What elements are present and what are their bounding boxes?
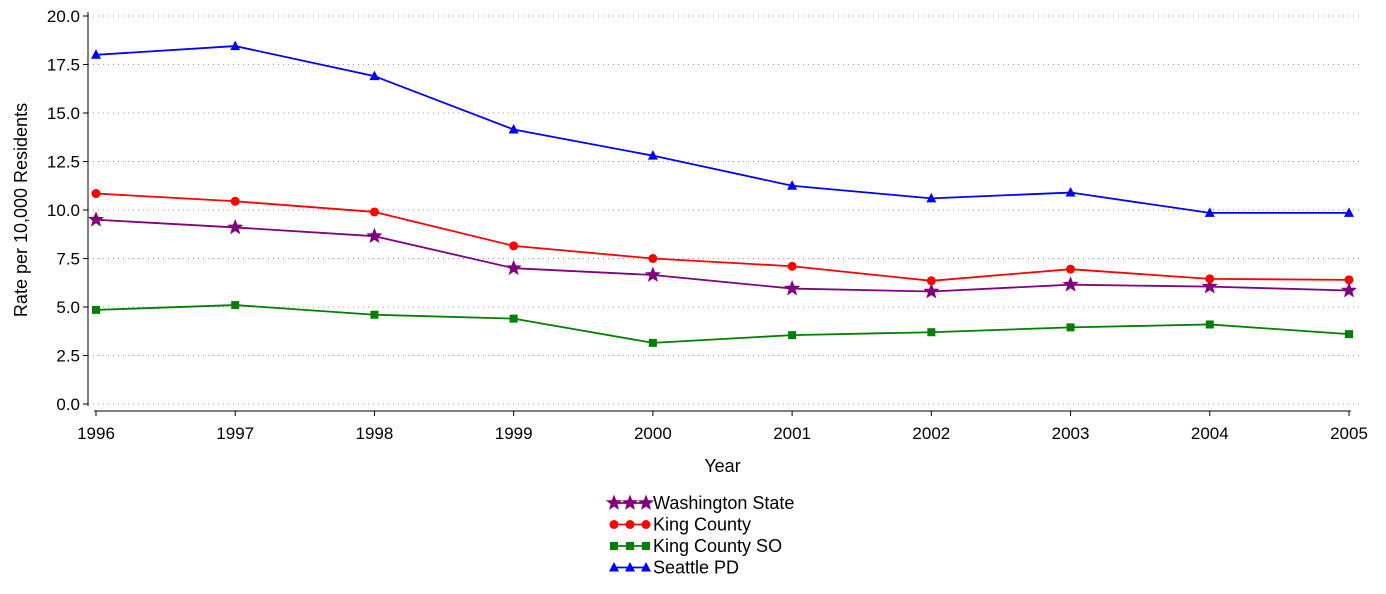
legend-marker bbox=[625, 562, 635, 572]
data-point-king-county bbox=[1344, 275, 1354, 285]
x-tick-label: 2000 bbox=[634, 424, 672, 443]
data-point-king-county-so bbox=[370, 310, 379, 319]
data-point-king-county bbox=[926, 276, 936, 286]
x-tick-label: 1998 bbox=[356, 424, 394, 443]
y-axis-title: Rate per 10,000 Residents bbox=[11, 103, 31, 317]
data-point-seattle-pd bbox=[1065, 187, 1076, 197]
x-axis-title: Year bbox=[704, 456, 740, 476]
x-tick-label: 1997 bbox=[216, 424, 254, 443]
x-tick-label: 1999 bbox=[495, 424, 533, 443]
x-tick-label: 2002 bbox=[912, 424, 950, 443]
y-tick-label: 12.5 bbox=[47, 153, 80, 172]
y-tick-label: 10.0 bbox=[47, 201, 80, 220]
data-point-king-county-so bbox=[509, 314, 518, 323]
legend-item-seattle-pd: Seattle PD bbox=[609, 558, 739, 578]
data-point-washington-state bbox=[1340, 282, 1358, 298]
legend-label-seattle-pd: Seattle PD bbox=[653, 558, 739, 578]
legend-marker bbox=[610, 542, 618, 550]
gridlines bbox=[88, 15, 1359, 405]
data-point-seattle-pd bbox=[91, 49, 101, 59]
data-point-washington-state bbox=[505, 259, 522, 276]
data-point-seattle-pd bbox=[1344, 207, 1354, 217]
data-point-king-county bbox=[648, 254, 658, 263]
legend-marker bbox=[642, 542, 650, 550]
y-tick-label: 5.0 bbox=[56, 298, 80, 317]
data-point-king-county-so bbox=[1066, 323, 1075, 332]
data-point-washington-state bbox=[227, 218, 244, 235]
data-point-washington-state bbox=[923, 282, 940, 299]
data-point-washington-state bbox=[1062, 276, 1079, 292]
x-tick-label: 2005 bbox=[1330, 424, 1368, 443]
x-axis-ticks: 1996 1997 1998 1999 2000 2001 2002 2003 2004 2005 bbox=[77, 411, 1368, 443]
data-point-king-county bbox=[1066, 264, 1076, 274]
data-point-king-county bbox=[1205, 274, 1215, 284]
legend-label-king-county-so: King County SO bbox=[653, 536, 782, 556]
axes bbox=[87, 12, 1351, 412]
data-point-seattle-pd bbox=[647, 150, 658, 160]
y-tick-label: 17.5 bbox=[47, 56, 80, 75]
legend-marker bbox=[625, 520, 635, 529]
data-point-king-county-so bbox=[1345, 330, 1353, 339]
data-point-king-county-so bbox=[648, 338, 657, 347]
legend-marker bbox=[626, 542, 634, 550]
data-point-seattle-pd bbox=[926, 192, 937, 203]
data-point-king-county bbox=[369, 207, 379, 217]
data-point-washington-state bbox=[366, 227, 383, 244]
legend-marker bbox=[641, 562, 651, 572]
data-point-king-county bbox=[91, 189, 101, 199]
y-tick-label: 20.0 bbox=[47, 7, 80, 26]
data-point-washington-state bbox=[784, 280, 801, 296]
series-layer bbox=[87, 40, 1358, 347]
data-point-seattle-pd bbox=[230, 40, 241, 51]
data-point-king-county-so bbox=[927, 328, 936, 337]
y-tick-label: 15.0 bbox=[47, 104, 80, 123]
data-point-king-county bbox=[787, 261, 797, 271]
legend-marker bbox=[605, 494, 623, 510]
data-point-king-county bbox=[509, 241, 519, 251]
legend-item-washington-state: Washington State bbox=[605, 493, 794, 513]
data-point-seattle-pd bbox=[369, 70, 380, 81]
y-axis-ticks: 0.0 2.5 5.0 7.5 10.0 12.5 15.0 17.5 20.0 bbox=[47, 7, 88, 414]
legend-marker bbox=[641, 520, 651, 529]
y-tick-label: 0.0 bbox=[56, 395, 80, 414]
data-point-washington-state bbox=[644, 266, 661, 282]
x-tick-label: 2001 bbox=[773, 424, 811, 443]
x-tick-label: 2003 bbox=[1052, 424, 1090, 443]
legend-marker bbox=[609, 520, 619, 529]
data-point-washington-state bbox=[87, 211, 105, 227]
data-point-king-county bbox=[230, 196, 240, 206]
series-king-county bbox=[91, 189, 1354, 286]
x-tick-label: 1996 bbox=[77, 424, 115, 443]
legend-item-king-county: King County bbox=[609, 515, 751, 535]
legend-marker bbox=[637, 494, 655, 510]
data-point-king-county-so bbox=[788, 331, 797, 340]
y-tick-label: 7.5 bbox=[56, 250, 80, 269]
data-point-king-county-so bbox=[1205, 320, 1214, 329]
y-tick-label: 2.5 bbox=[56, 347, 80, 366]
data-point-king-county-so bbox=[92, 305, 100, 314]
series-washington-state bbox=[87, 211, 1358, 299]
data-point-seattle-pd bbox=[787, 180, 798, 190]
legend-item-king-county-so: King County SO bbox=[610, 536, 782, 556]
data-point-washington-state bbox=[1201, 278, 1218, 294]
series-king-county-so bbox=[92, 301, 1353, 347]
series-line-king-county-so bbox=[95, 304, 1350, 344]
series-line-king-county bbox=[95, 192, 1350, 282]
series-line-seattle-pd bbox=[95, 45, 1349, 214]
legend-marker bbox=[621, 494, 639, 510]
data-point-king-county-so bbox=[231, 301, 240, 310]
legend-marker bbox=[609, 562, 619, 572]
x-tick-label: 2004 bbox=[1191, 424, 1229, 443]
data-point-seattle-pd bbox=[1204, 207, 1215, 217]
legend-label-washington-state: Washington State bbox=[653, 493, 794, 513]
series-line-washington-state bbox=[95, 218, 1350, 293]
data-point-seattle-pd bbox=[508, 123, 519, 134]
series-seattle-pd bbox=[91, 40, 1354, 217]
legend-label-king-county: King County bbox=[653, 515, 751, 535]
